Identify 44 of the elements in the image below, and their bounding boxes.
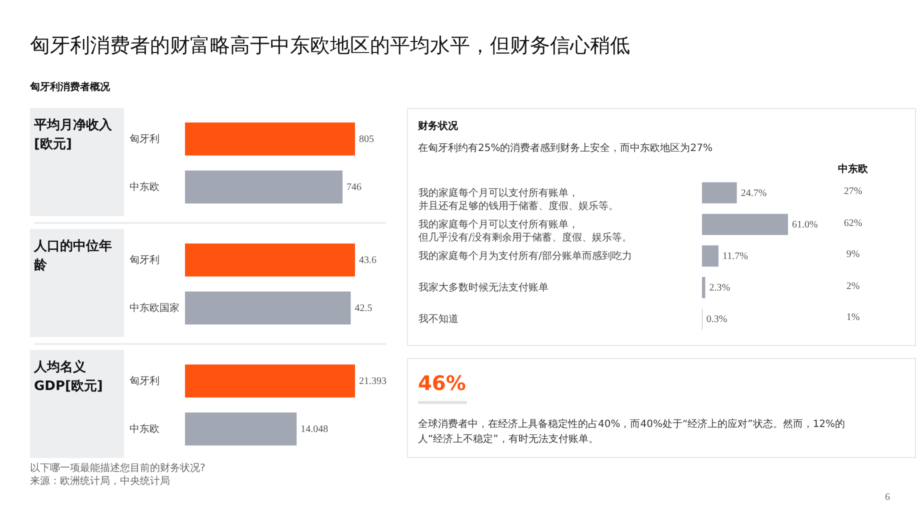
data-label: 0.3% [706, 314, 728, 326]
data-label: 62% [842, 218, 864, 229]
data-label: 14.048 [300, 424, 328, 435]
data-label: 1% [845, 312, 861, 324]
data-label: 42.5 [354, 303, 372, 314]
text: 人口的中位年龄 [30, 229, 124, 337]
data-label: 9% [845, 249, 861, 260]
y-tick-label: 中东欧 [130, 423, 160, 435]
bar [702, 214, 788, 235]
text: 6 [885, 492, 890, 503]
text: 中东欧 [837, 162, 869, 176]
text: 财务状况 [418, 120, 458, 133]
text: 匈牙利消费者概况 [30, 80, 110, 94]
data-label: 43.6 [359, 255, 376, 266]
text: 匈牙利消费者的财富略高于中东欧地区的平均水平，但财务信心稍低 [30, 32, 631, 59]
data-label: 2.3% [709, 282, 730, 294]
data-label: 2% [845, 280, 861, 292]
bar [702, 182, 737, 204]
y-tick-label: 我的家庭每个月可以支付所有账单，并且还有足够的钱用于储蓄、度假、娱乐等。 [418, 186, 618, 212]
y-tick-label: 匈牙利 [130, 375, 160, 387]
y-tick-label: 我的家庭每个月为支付所有/部分账单而感到吃力 [418, 250, 632, 262]
text: 全球消费者中，在经济上具备稳定性的占40%，而40%处于“经济上的应对”状态。然而，12%的人“经济上不稳定”，有时无法支付账单。 [418, 418, 846, 447]
y-tick-label: 匈牙利 [130, 133, 160, 145]
data-label: 27% [842, 186, 864, 197]
data-label: 805 [359, 134, 374, 145]
text: 46% [418, 371, 466, 395]
bar [702, 277, 706, 298]
y-tick-label: 中东欧国家 [130, 302, 180, 314]
y-tick-label: 我的家庭每个月可以支付所有账单，但几乎没有/没有剩余用于储蓄、度假、娱乐等。 [418, 218, 632, 244]
text: 平均月净收入 [欧元] [30, 108, 124, 216]
y-tick-label: 匈牙利 [130, 254, 160, 266]
y-tick-label: 中东欧 [130, 181, 160, 193]
source-note: 来源：欧洲统计局，中央统计局 [30, 475, 171, 488]
text: 人均名义GDP[欧元] [30, 350, 124, 458]
text: 在匈牙利约有25%的消费者感到财务上安全，而中东欧地区为27% [418, 142, 712, 155]
bar [702, 245, 718, 267]
data-label: 11.7% [722, 251, 748, 262]
y-tick-label: 我不知道 [418, 313, 458, 326]
data-label: 21.393 [359, 376, 386, 387]
data-label: 746 [346, 182, 362, 193]
y-tick-label: 我家大多数时候无法支付账单 [418, 282, 548, 294]
data-label: 61.0% [792, 219, 818, 230]
text: 以下哪一项最能描述您目前的财务状况? [30, 462, 206, 475]
data-label: 24.7% [740, 188, 767, 199]
